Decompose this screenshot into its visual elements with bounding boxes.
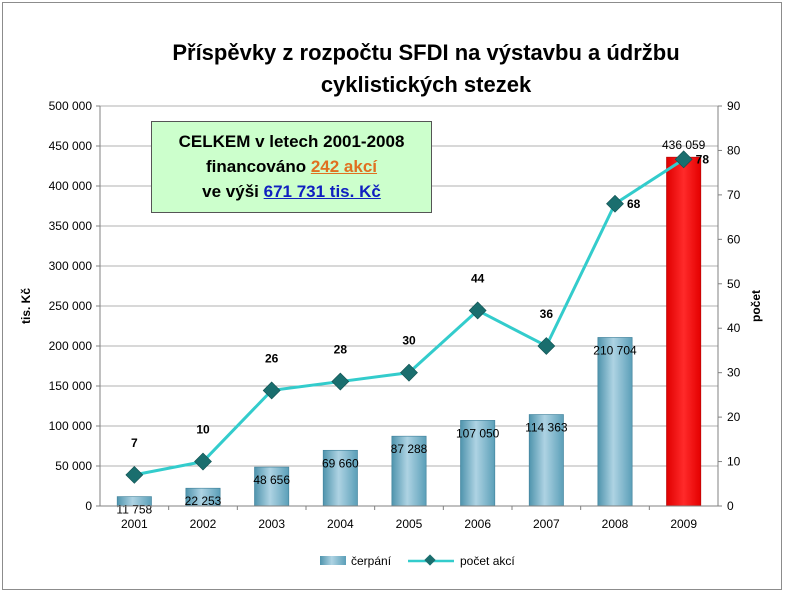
y2-tick-label: 80 bbox=[727, 143, 741, 157]
line-value-label: 10 bbox=[196, 423, 210, 437]
x-tick-label: 2001 bbox=[121, 517, 148, 531]
y2-tick-label: 30 bbox=[727, 366, 741, 380]
line-marker bbox=[194, 452, 212, 471]
y-tick-label: 500 000 bbox=[49, 99, 93, 113]
bar-value-label: 11 758 bbox=[116, 503, 152, 517]
y2-tick-label: 20 bbox=[727, 410, 741, 424]
x-tick-label: 2006 bbox=[464, 517, 491, 531]
bar-value-label: 87 288 bbox=[391, 442, 428, 456]
bar-value-label: 69 660 bbox=[322, 456, 359, 470]
summary-line3: ve výši 671 731 tis. Kč bbox=[152, 179, 431, 204]
bar bbox=[322, 449, 358, 507]
y-axis-ticks: 0 50 000 100 000 150 000 200 000 250 000 300 0… bbox=[49, 99, 100, 513]
y2-tick-label: 90 bbox=[727, 99, 741, 113]
x-tick-label: 2007 bbox=[533, 517, 560, 531]
line-marker bbox=[674, 150, 693, 169]
legend-bar-label: čerpání bbox=[351, 554, 392, 568]
y-tick-label: 450 000 bbox=[49, 139, 93, 153]
line-value-label: 28 bbox=[334, 343, 348, 357]
line-value-label: 44 bbox=[471, 271, 485, 285]
bar bbox=[528, 414, 564, 507]
y-tick-label: 250 000 bbox=[49, 299, 93, 313]
bar-value-label: 107 050 bbox=[456, 426, 500, 440]
y-tick-label: 100 000 bbox=[49, 419, 93, 433]
y2-tick-label: 50 bbox=[727, 277, 741, 291]
y-tick-label: 50 000 bbox=[55, 459, 92, 473]
line-value-label: 36 bbox=[540, 307, 554, 321]
y-tick-label: 400 000 bbox=[49, 179, 93, 193]
summary-actions-count: 242 akcí bbox=[310, 157, 378, 176]
x-tick-label: 2009 bbox=[670, 517, 697, 531]
bar-value-label: 210 704 bbox=[593, 343, 637, 357]
summary-total-amount: 671 731 tis. Kč bbox=[263, 182, 381, 201]
bar-series bbox=[116, 156, 702, 507]
bar bbox=[254, 466, 290, 507]
legend-line-label: počet akcí bbox=[460, 554, 515, 568]
line-value-label: 7 bbox=[131, 436, 138, 450]
line-data-labels: 7 10 26 28 30 44 36 68 78 bbox=[131, 152, 709, 450]
y2-tick-label: 70 bbox=[727, 188, 741, 202]
line-marker bbox=[537, 337, 556, 355]
bar bbox=[597, 337, 633, 507]
y2-tick-label: 0 bbox=[727, 499, 734, 513]
line-marker bbox=[606, 194, 624, 213]
line-value-label: 78 bbox=[696, 152, 710, 166]
legend-bar-swatch bbox=[320, 556, 346, 565]
summary-line2: financováno 242 akcí bbox=[152, 154, 431, 179]
y2-axis-label: počet bbox=[749, 290, 763, 322]
y-tick-label: 200 000 bbox=[49, 339, 93, 353]
bar bbox=[391, 435, 427, 507]
summary-line3-prefix: ve výši bbox=[202, 182, 264, 201]
summary-box: CELKEM v letech 2001-2008 financováno 24… bbox=[151, 121, 432, 213]
y-tick-label: 350 000 bbox=[49, 219, 93, 233]
x-tick-label: 2003 bbox=[258, 517, 285, 531]
bar bbox=[666, 156, 702, 507]
bar-value-label: 436 059 bbox=[662, 138, 706, 152]
y-tick-label: 300 000 bbox=[49, 259, 93, 273]
y2-tick-label: 10 bbox=[727, 455, 741, 469]
bar-data-labels: 11 758 22 253 48 656 69 660 87 288 107 050 114… bbox=[116, 138, 705, 516]
bar-value-label: 48 656 bbox=[253, 473, 290, 487]
x-axis-ticks: 2001 2002 2003 2004 2005 2006 2007 2008 2009 bbox=[121, 506, 697, 531]
line-marker bbox=[125, 465, 144, 484]
bar-value-label: 114 363 bbox=[525, 421, 568, 435]
line-series bbox=[125, 150, 693, 484]
line-value-label: 30 bbox=[402, 334, 416, 348]
x-tick-label: 2005 bbox=[396, 517, 423, 531]
summary-line2-prefix: financováno bbox=[205, 157, 311, 176]
x-tick-label: 2004 bbox=[327, 517, 354, 531]
line-value-label: 26 bbox=[265, 351, 279, 365]
line-marker bbox=[331, 372, 350, 391]
x-tick-label: 2008 bbox=[602, 517, 629, 531]
legend: čerpání počet akcí bbox=[320, 554, 515, 568]
y2-tick-label: 40 bbox=[727, 321, 741, 335]
line-marker bbox=[468, 301, 487, 320]
chart-title-line1: Příspěvky z rozpočtu SFDI na výstavbu a … bbox=[172, 40, 679, 65]
y2-axis-ticks: 0 10 20 30 40 50 60 70 80 90 bbox=[718, 99, 741, 513]
bar bbox=[460, 420, 496, 507]
line-marker bbox=[400, 363, 418, 382]
y-axis-label: tis. Kč bbox=[19, 288, 33, 324]
legend-marker-swatch bbox=[424, 554, 436, 566]
summary-line1: CELKEM v letech 2001-2008 bbox=[178, 132, 405, 151]
y-tick-label: 150 000 bbox=[49, 379, 93, 393]
chart-title-line2: cyklistických stezek bbox=[321, 72, 532, 97]
line-marker bbox=[262, 381, 281, 400]
x-tick-label: 2002 bbox=[190, 517, 217, 531]
y2-tick-label: 60 bbox=[727, 232, 741, 246]
line-value-label: 68 bbox=[627, 197, 641, 211]
bar-value-label: 22 253 bbox=[185, 494, 222, 508]
y-tick-label: 0 bbox=[85, 499, 92, 513]
